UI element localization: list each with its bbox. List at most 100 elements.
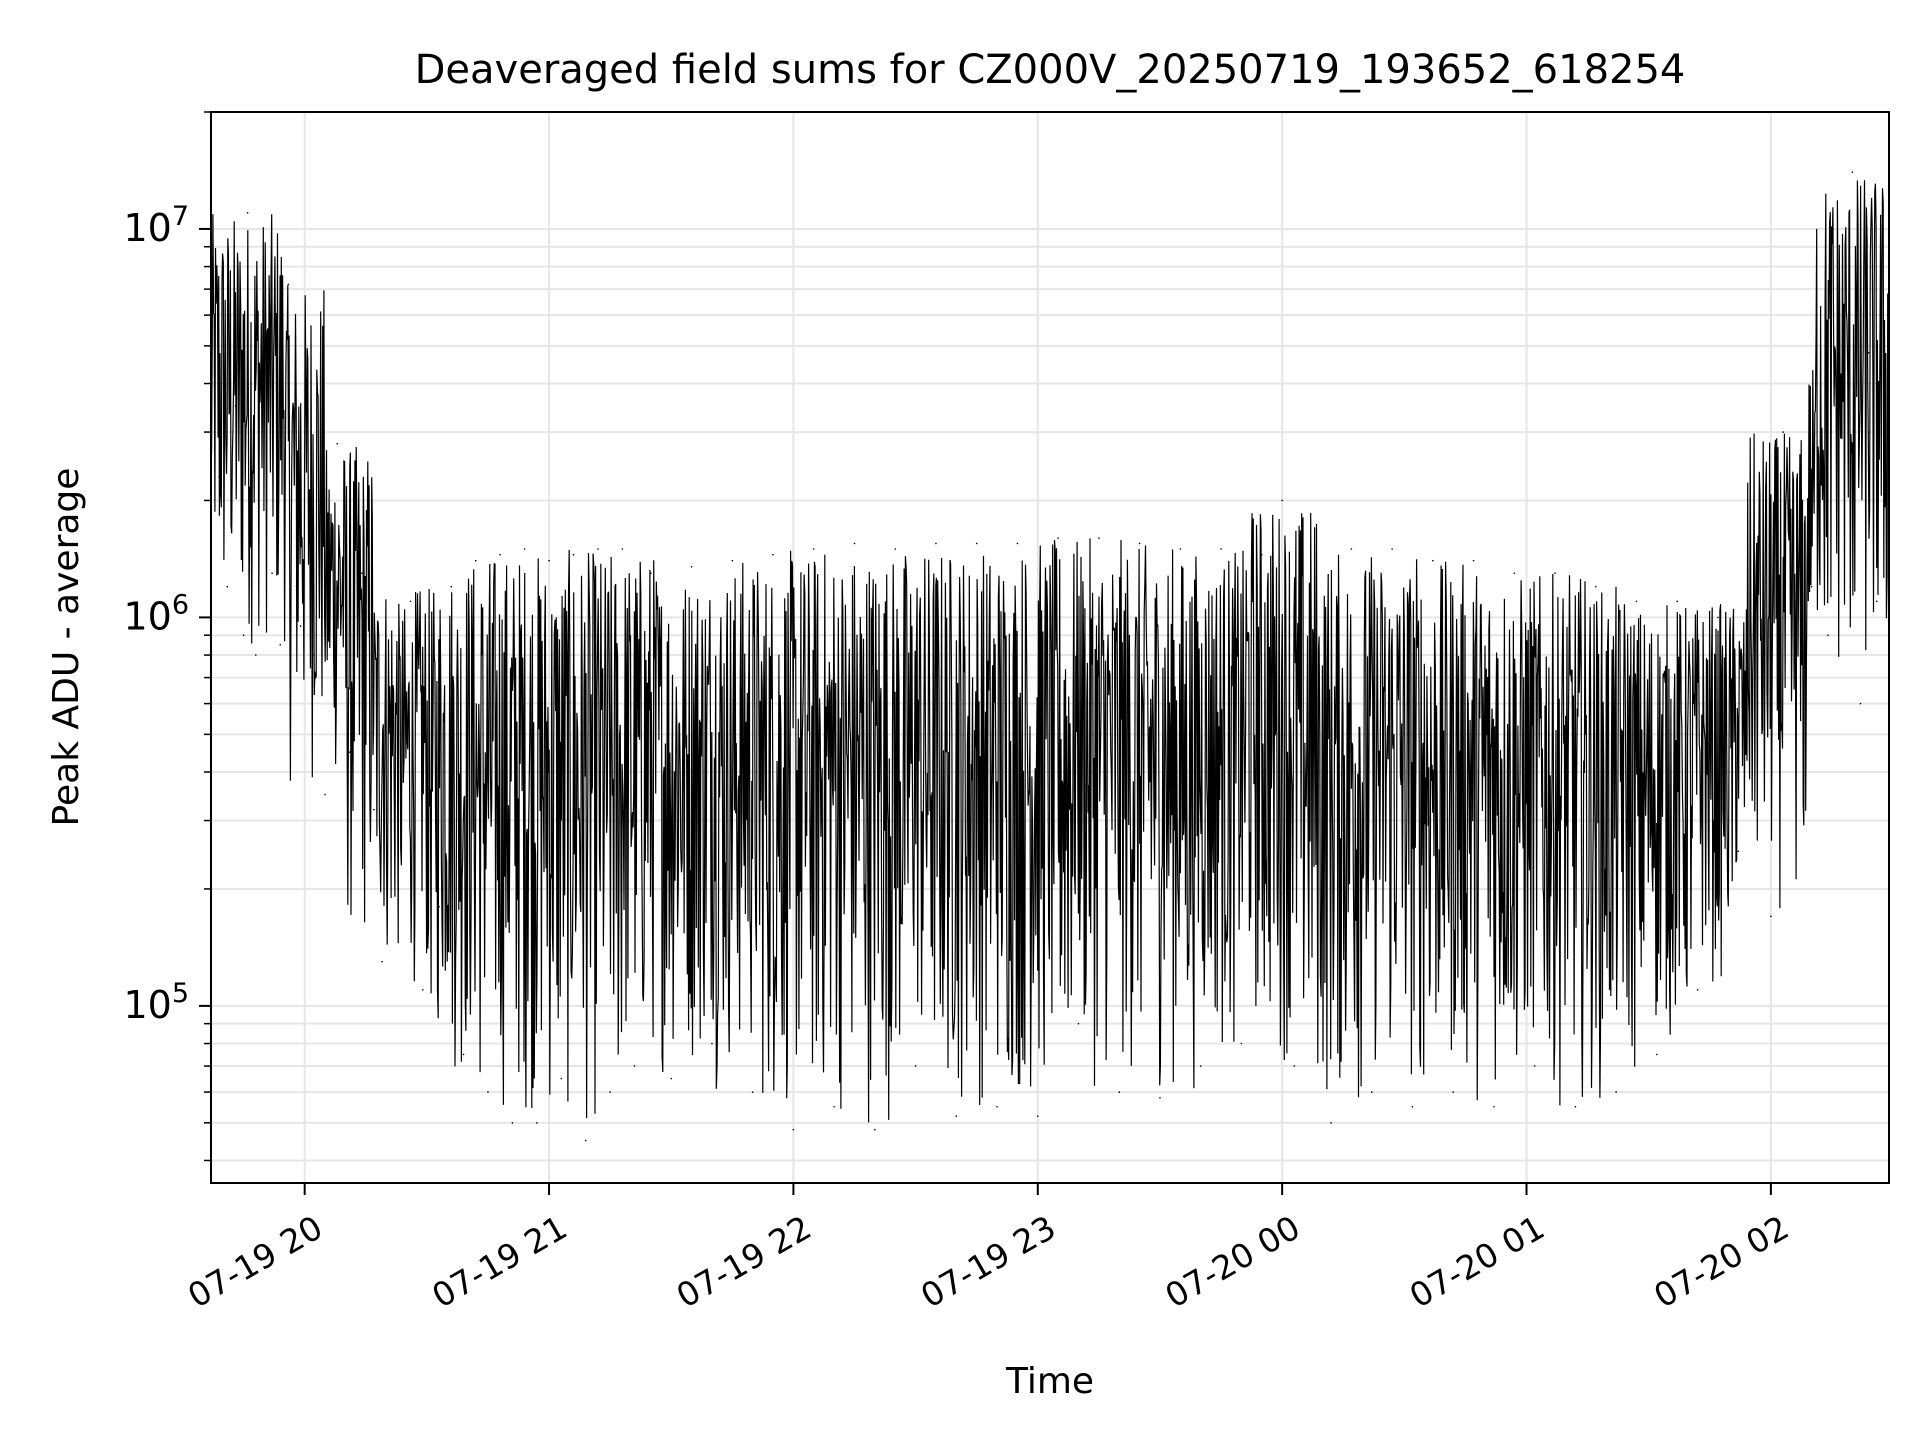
data-point <box>487 1091 489 1093</box>
data-point <box>1350 548 1353 550</box>
data-point <box>295 585 298 588</box>
y-tick-base: 10 <box>123 594 171 638</box>
data-point <box>271 572 273 574</box>
data-point <box>462 1053 465 1056</box>
data-point <box>1594 585 1597 588</box>
data-point <box>234 405 237 407</box>
data-point <box>853 542 856 545</box>
data-point <box>1036 1115 1039 1118</box>
data-point <box>874 1128 876 1131</box>
data-point <box>397 888 400 890</box>
data-point <box>1635 600 1638 603</box>
data-point <box>1554 572 1556 574</box>
data-point <box>935 542 937 545</box>
y-tick-label: 105 <box>123 978 189 1027</box>
data-point <box>633 1065 636 1067</box>
data-point <box>1493 1105 1495 1108</box>
data-point <box>1737 850 1740 853</box>
plot-area <box>211 171 1889 1142</box>
data-point <box>1574 1105 1577 1108</box>
data-point <box>1696 989 1699 991</box>
data-point <box>1452 1091 1455 1093</box>
data-point <box>1810 585 1813 588</box>
plot-frame <box>210 111 1890 1184</box>
data-point <box>833 1105 835 1108</box>
data-point <box>1411 1105 1414 1108</box>
data-point <box>1016 542 1019 545</box>
data-point <box>523 548 526 550</box>
data-point <box>1281 499 1283 502</box>
chart-title: Deaveraged field sums for CZ000V_2025071… <box>415 47 1686 93</box>
data-point <box>218 476 220 478</box>
series-group <box>211 171 1889 1142</box>
x-axis-label: Time <box>1005 1361 1094 1402</box>
data-point <box>299 625 302 627</box>
data-point <box>336 442 339 445</box>
data-point <box>1533 1065 1536 1067</box>
data-point <box>731 559 734 562</box>
data-point <box>246 212 249 214</box>
data-point <box>1330 1122 1332 1124</box>
data-point <box>1240 1042 1243 1045</box>
data-point <box>711 1042 713 1045</box>
data-point <box>1159 1096 1161 1099</box>
data-point <box>1615 1091 1617 1093</box>
data-point <box>751 1091 754 1093</box>
data-point <box>1472 559 1475 562</box>
data-point <box>1057 537 1059 539</box>
data-point <box>421 989 424 991</box>
data-point <box>1859 702 1862 705</box>
data-point <box>226 585 229 588</box>
data-point <box>996 1105 998 1108</box>
y-tick-base: 10 <box>123 206 171 250</box>
data-point <box>955 1115 958 1118</box>
y-tick-exponent: 5 <box>172 978 189 1009</box>
data-point <box>536 1122 538 1124</box>
data-point <box>511 1122 514 1124</box>
data-point <box>373 808 375 811</box>
data-point <box>1220 548 1222 550</box>
data-point <box>450 585 453 588</box>
data-point <box>1309 548 1312 550</box>
y-tick-label: 106 <box>123 589 189 638</box>
data-point <box>812 548 815 550</box>
data-point <box>1851 171 1854 173</box>
data-point <box>1260 553 1263 556</box>
data-point <box>1293 1065 1296 1067</box>
data-point <box>1118 1091 1121 1093</box>
data-point <box>1717 616 1719 619</box>
data-point <box>474 559 477 562</box>
data-point <box>548 559 550 562</box>
data-point <box>348 751 351 753</box>
data-point <box>1875 600 1878 603</box>
data-point <box>1432 559 1434 562</box>
data-point <box>1513 572 1516 574</box>
data-point <box>894 548 897 550</box>
data-point <box>1656 1053 1658 1056</box>
data-point <box>1782 431 1784 433</box>
data-point <box>572 553 575 556</box>
data-point <box>1138 542 1141 545</box>
data-point <box>1794 676 1797 679</box>
data-point <box>1199 1065 1202 1067</box>
data-point <box>1770 915 1772 918</box>
data-point <box>772 553 774 556</box>
data-point <box>255 654 257 656</box>
data-point <box>242 634 245 636</box>
y-tick-label: 107 <box>123 201 189 250</box>
data-point <box>584 1139 587 1142</box>
data-point <box>1391 548 1393 550</box>
data-point <box>1098 537 1100 539</box>
y-tick-base: 10 <box>123 983 171 1027</box>
data-point <box>690 565 693 568</box>
data-point <box>1370 1091 1373 1093</box>
data-point <box>914 1065 917 1067</box>
data-point <box>287 283 290 286</box>
data-point <box>621 548 624 550</box>
data-point <box>1843 362 1845 365</box>
data-point <box>597 548 599 550</box>
data-point <box>438 905 440 908</box>
